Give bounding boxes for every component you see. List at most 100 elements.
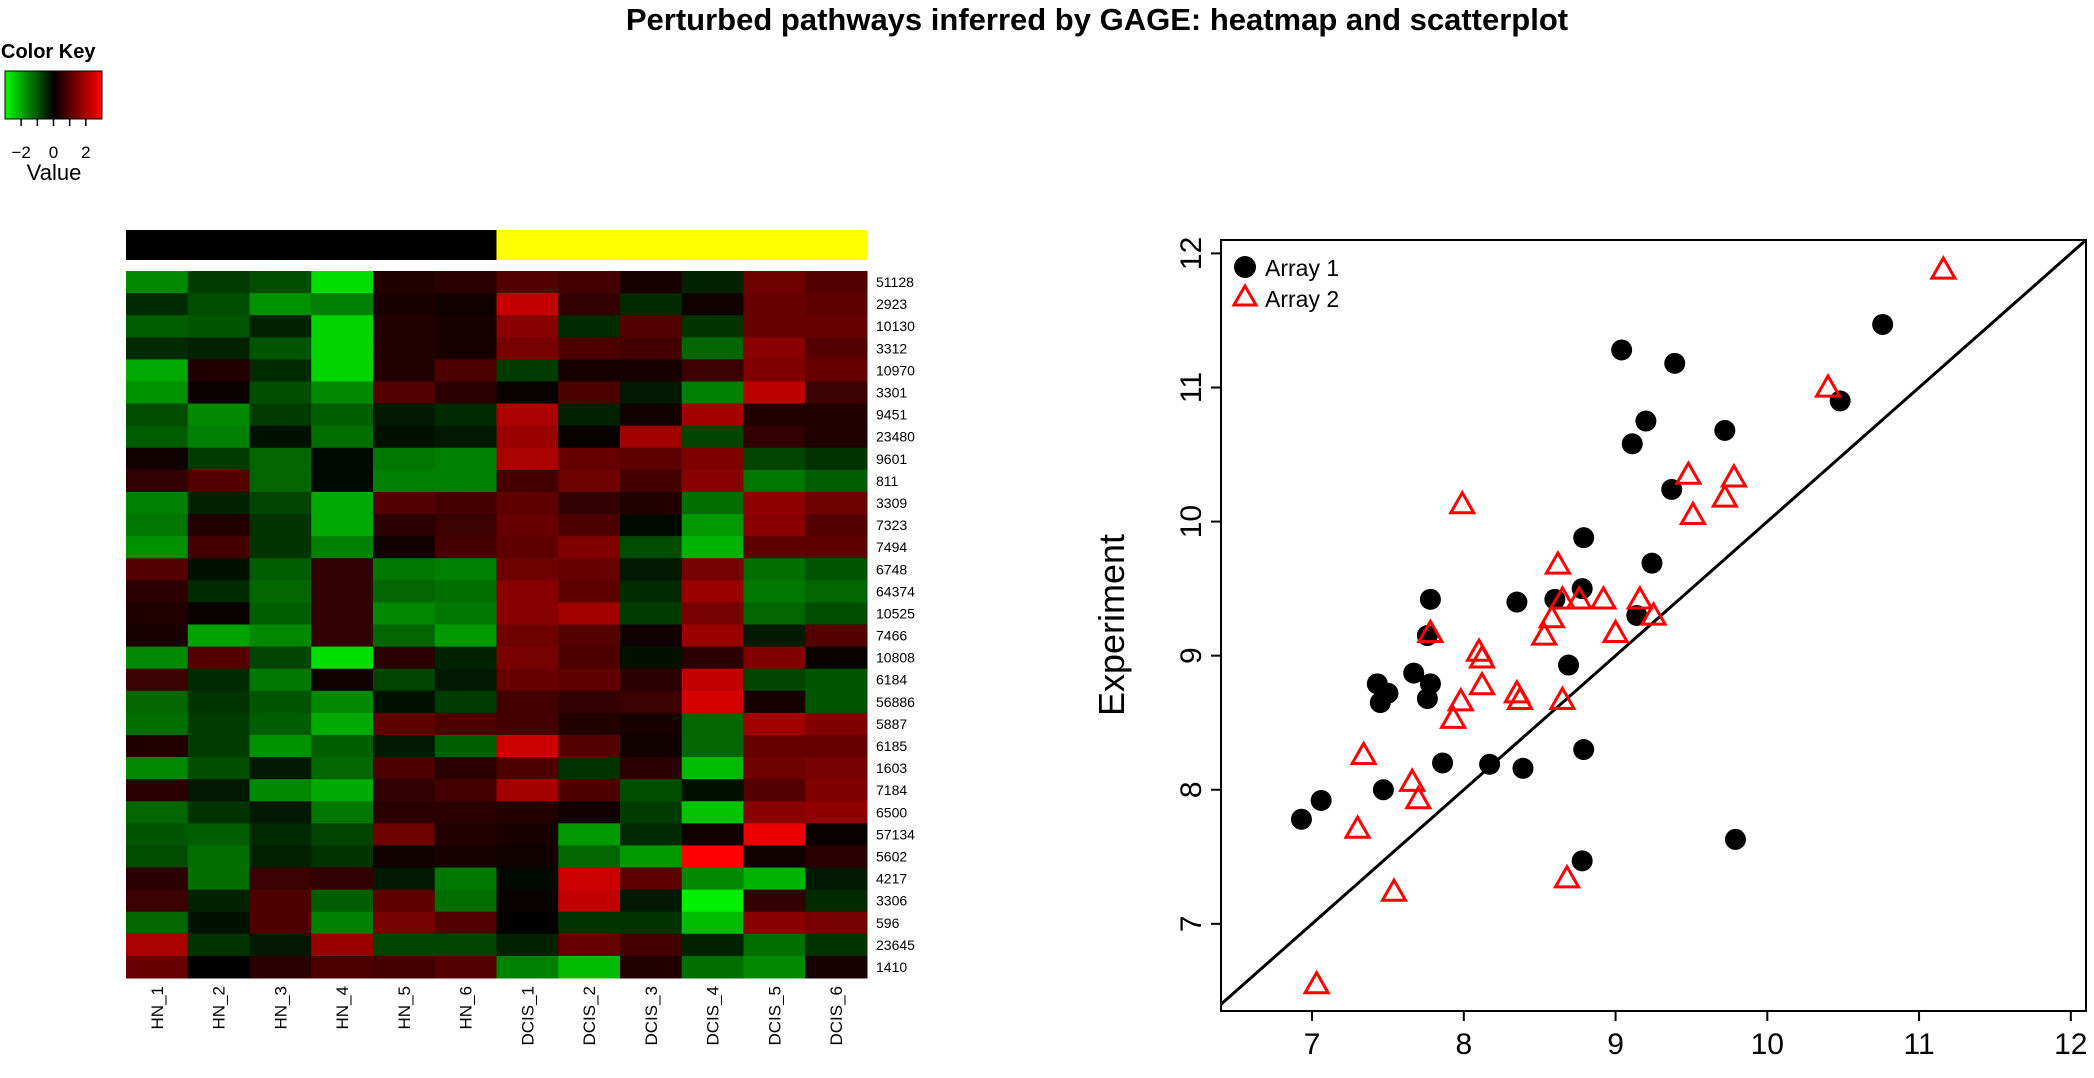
point-array-1 <box>1714 419 1736 441</box>
heatmap-cell <box>620 823 683 846</box>
heatmap-cell <box>681 469 744 493</box>
row-label: 5887 <box>876 716 907 732</box>
heatmap-cell <box>249 602 312 625</box>
heatmap-cell <box>187 779 250 802</box>
heatmap-cell <box>373 955 436 979</box>
identity-line <box>1220 238 2087 1006</box>
heatmap-cell <box>126 425 189 449</box>
heatmap-cell <box>126 779 189 802</box>
point-array-2 <box>1448 489 1477 515</box>
heatmap-cell <box>187 315 250 338</box>
heatmap-cell <box>620 955 683 979</box>
heatmap-cell <box>743 712 806 736</box>
heatmap-cell <box>187 757 250 780</box>
heatmap-cell <box>311 469 374 493</box>
point-array-2 <box>1601 618 1630 643</box>
heatmap-cell <box>681 911 744 935</box>
heatmap-cell <box>373 734 436 758</box>
heatmap-cell <box>743 845 806 869</box>
row-label: 10808 <box>876 650 915 666</box>
point-array-2 <box>1565 584 1594 610</box>
heatmap-cell <box>681 867 744 891</box>
heatmap-cell <box>620 469 683 493</box>
point-array-1 <box>1571 850 1593 872</box>
heatmap-cell <box>249 757 312 780</box>
row-label: 596 <box>876 915 900 931</box>
heatmap-cell <box>311 823 374 846</box>
heatmap-cell <box>681 403 744 427</box>
row-label: 1603 <box>876 760 907 776</box>
heatmap-cell <box>805 690 868 714</box>
heatmap-cell <box>434 381 497 405</box>
point-array-1 <box>1419 673 1441 695</box>
heatmap-cell <box>373 425 436 449</box>
heatmap-cell <box>805 447 868 471</box>
heatmap-cell <box>187 447 250 471</box>
heatmap-cell <box>681 271 744 294</box>
heatmap-cell <box>187 293 250 316</box>
heatmap-cell <box>743 624 806 648</box>
heatmap-cell <box>373 447 436 471</box>
row-label: 57134 <box>876 826 915 842</box>
heatmap-cell <box>681 359 744 382</box>
heatmap-cell <box>187 491 250 515</box>
heatmap-cell <box>249 690 312 714</box>
legend-label-array-2: Array 2 <box>1265 286 1339 312</box>
heatmap-cell <box>496 801 559 824</box>
column-group-bar <box>126 230 868 260</box>
heatmap-cell <box>620 801 683 824</box>
heatmap-cell <box>434 933 497 957</box>
heatmap-cell <box>558 271 621 294</box>
heatmap-cell <box>373 624 436 648</box>
heatmap-cell <box>743 779 806 802</box>
heatmap-cell <box>126 933 189 957</box>
heatmap-cell <box>496 403 559 427</box>
heatmap-cell <box>434 315 497 338</box>
heatmap-cell <box>743 514 806 537</box>
row-label: 3309 <box>876 495 907 511</box>
scatterplot: 7 8 9 10 11 12 7 8 9 10 11 12 Experiment Array 1 Ar… <box>1091 237 2088 1061</box>
row-label: 23645 <box>876 937 915 953</box>
heatmap-cell <box>187 911 250 935</box>
point-array-1 <box>1829 390 1851 412</box>
heatmap-cell <box>187 646 250 670</box>
heatmap-cell <box>249 536 312 559</box>
heatmap-cell <box>558 514 621 537</box>
heatmap-cell <box>126 271 189 294</box>
heatmap-cell <box>311 293 374 316</box>
point-array-2 <box>1543 549 1572 575</box>
heatmap-cell <box>187 337 250 360</box>
group-bar-dcis-12 <box>805 230 868 260</box>
heatmap-cell <box>558 447 621 471</box>
group-bar-dcis-7 <box>496 230 559 260</box>
point-array-2 <box>1719 462 1749 488</box>
heatmap-cell <box>805 359 868 382</box>
heatmap-cell <box>126 889 189 913</box>
heatmap-cell <box>805 889 868 913</box>
heatmap-cell <box>496 315 559 338</box>
row-label: 7494 <box>876 539 907 555</box>
heatmap-cell <box>743 757 806 780</box>
heatmap-cell <box>805 757 868 780</box>
point-array-1 <box>1611 339 1633 361</box>
heatmap-cell <box>496 447 559 471</box>
row-label: 6500 <box>876 804 907 820</box>
x-tick-label: 12 <box>2054 1028 2087 1061</box>
heatmap-cell <box>558 911 621 935</box>
heatmap-cell <box>805 779 868 802</box>
point-array-2 <box>1404 784 1433 810</box>
heatmap-cell <box>620 867 683 891</box>
heatmap-cell <box>434 757 497 780</box>
heatmap-cell <box>681 734 744 758</box>
heatmap-cell <box>496 425 559 449</box>
heatmap-cell <box>743 646 806 670</box>
heatmap-cell <box>126 447 189 471</box>
x-tick-label: 8 <box>1455 1028 1472 1061</box>
heatmap-cell <box>496 911 559 935</box>
heatmap-cell <box>805 646 868 670</box>
heatmap-cell <box>434 779 497 802</box>
heatmap-cell <box>496 491 559 515</box>
heatmap-cell <box>126 403 189 427</box>
heatmap-cell <box>805 955 868 979</box>
column-label: DCIS_3 <box>642 986 661 1046</box>
